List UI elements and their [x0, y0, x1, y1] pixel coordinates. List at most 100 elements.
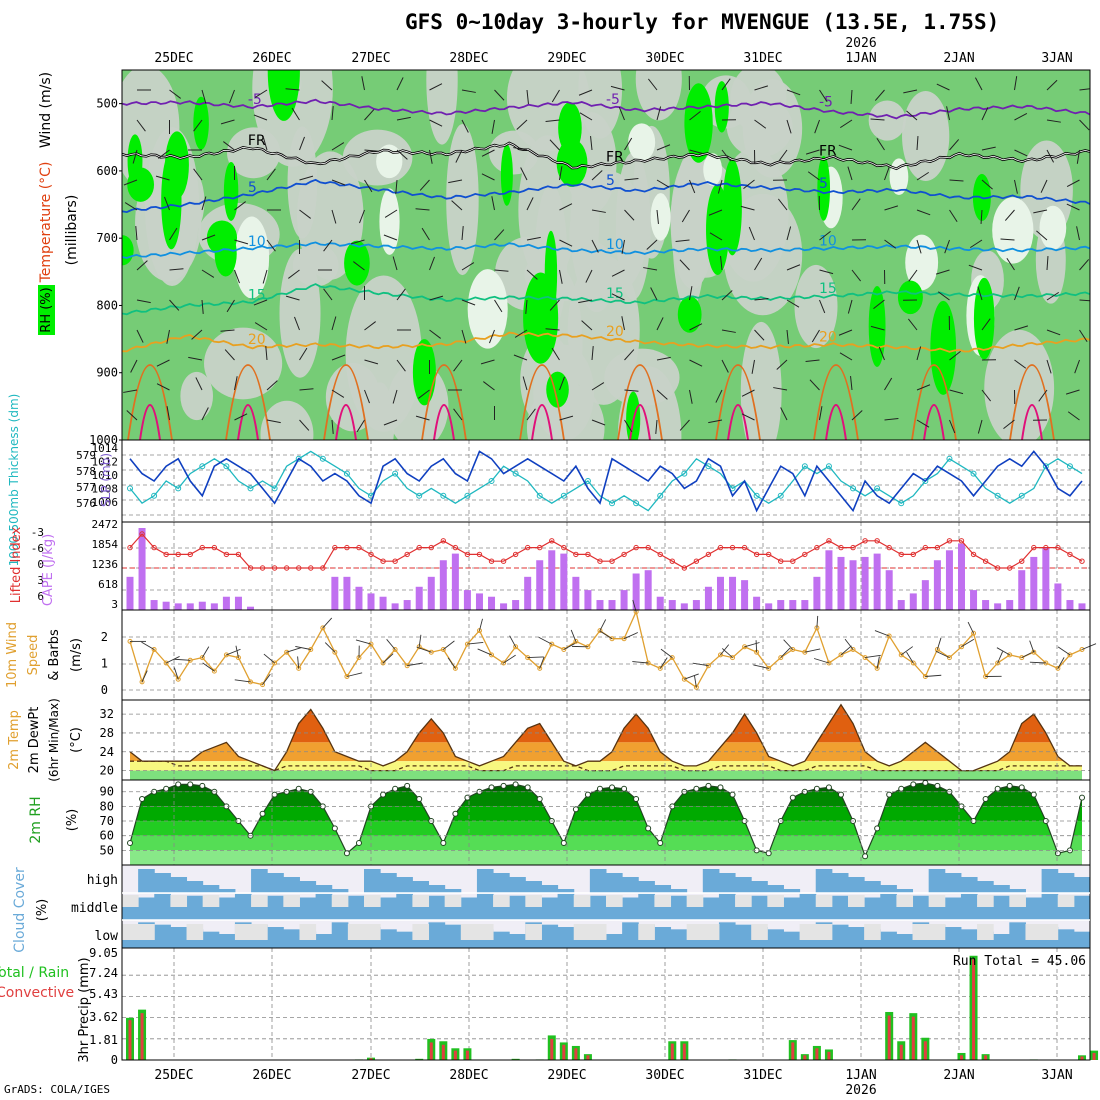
rh-dry-patch	[446, 123, 479, 276]
lifted-index-point	[1055, 544, 1061, 551]
cloud-bar	[638, 881, 655, 893]
cloud-bar	[525, 881, 542, 893]
wind-barb-10m	[355, 639, 372, 645]
wind-axis-label-4: (m/s)	[69, 638, 84, 672]
wind-speed-point	[657, 665, 663, 671]
cloud-gap	[815, 924, 833, 940]
wind-barb	[751, 359, 755, 374]
wind-barb	[383, 234, 398, 241]
cape-bar	[415, 586, 423, 610]
precip-conv-bar	[369, 1058, 373, 1060]
cape-bar	[1042, 546, 1050, 610]
wind-barb-10m	[202, 662, 215, 672]
wind-barb	[773, 387, 788, 391]
lifted-index-point	[440, 538, 447, 544]
cloud-bar	[509, 895, 526, 920]
cloud-gap	[686, 895, 704, 907]
wind-barb	[229, 89, 235, 104]
wind-barb	[193, 119, 203, 132]
lifted-index-point	[1031, 544, 1037, 551]
wind-barb	[1066, 179, 1080, 188]
wind-barb	[331, 419, 334, 434]
rh-moist-patch	[206, 220, 238, 256]
wind-barb	[156, 383, 170, 391]
cloud-bar	[815, 869, 833, 893]
lifted-index-point	[633, 544, 639, 551]
wind-barb	[838, 144, 853, 151]
rh-moist-patch	[684, 83, 713, 163]
rh-moist-patch	[164, 131, 189, 199]
cape-bar	[500, 603, 508, 610]
wind-barb	[741, 389, 755, 397]
wind-speed-point	[368, 641, 374, 647]
cloud-bar	[557, 889, 575, 893]
wind-speed-point	[826, 660, 832, 666]
wind-barb	[624, 389, 639, 392]
lifted-index-point	[308, 565, 314, 571]
wind-barb	[936, 83, 950, 91]
wind-barb	[429, 119, 443, 127]
wind-barb	[516, 119, 528, 130]
cloud-bar	[509, 877, 526, 893]
wind-barb-10m	[599, 619, 607, 631]
cloud-bar	[170, 877, 188, 893]
top-date-label: 31DEC	[743, 51, 782, 66]
wind-barb	[650, 287, 658, 301]
wind-barb-10m	[753, 664, 769, 669]
precip-conv-bar	[550, 1038, 554, 1060]
wind-barb-10m	[632, 661, 649, 664]
lifted-index-point	[1043, 544, 1049, 551]
cape-bar	[536, 560, 544, 610]
rh-point	[1018, 784, 1025, 791]
wind-barb	[549, 299, 560, 311]
wind-barb	[689, 149, 704, 155]
wind-barb	[136, 260, 148, 271]
cloud-gap	[735, 895, 752, 907]
wind-barb	[786, 89, 801, 96]
rh-point	[910, 781, 917, 788]
rh-moist-patch	[677, 296, 702, 333]
rh-point	[355, 840, 362, 847]
lifted-index-point	[874, 538, 880, 544]
rh-point	[657, 840, 664, 847]
wind-barb	[364, 179, 373, 193]
wind-tick: 0	[101, 683, 108, 697]
wind-barb	[578, 299, 593, 304]
cape-bar	[716, 576, 724, 610]
cloud-bar	[783, 889, 801, 893]
contour-label: 5	[248, 180, 257, 196]
wind-barb	[916, 419, 930, 428]
wind-barb	[323, 288, 333, 301]
wind-barb-10m	[906, 651, 914, 664]
wind-barb	[780, 407, 788, 421]
cloud-bar	[622, 922, 639, 948]
wind-barb	[656, 317, 664, 331]
wind-barb-10m	[961, 638, 975, 648]
wind-barb	[513, 354, 528, 361]
cape-bar	[825, 550, 833, 610]
cloud-bar	[331, 922, 349, 948]
wind-barb	[188, 356, 203, 361]
rh-moist-patch	[193, 96, 209, 150]
wind-barb	[262, 269, 268, 284]
rh-moist-patch	[344, 240, 370, 286]
rh-point	[139, 796, 146, 803]
wind-speed-point	[392, 647, 398, 652]
wind-barb-10m	[386, 639, 396, 650]
cape-bar	[994, 603, 1002, 610]
wind-barb	[361, 76, 365, 91]
cloud-bar	[1041, 869, 1059, 893]
rh-point	[934, 782, 941, 789]
cape-bar	[909, 593, 917, 610]
rh-point	[187, 781, 194, 788]
wind-barb	[754, 85, 769, 91]
thickness-point	[223, 463, 230, 470]
wind-barb-10m	[721, 648, 733, 658]
lifted-tick: -3	[31, 526, 44, 539]
wind-barb	[201, 407, 209, 421]
cloud-bar	[428, 895, 446, 920]
wind-barb-10m	[935, 650, 950, 659]
wind-barb	[656, 106, 662, 121]
wind-barb	[234, 376, 238, 391]
cloud-gap	[122, 895, 139, 907]
